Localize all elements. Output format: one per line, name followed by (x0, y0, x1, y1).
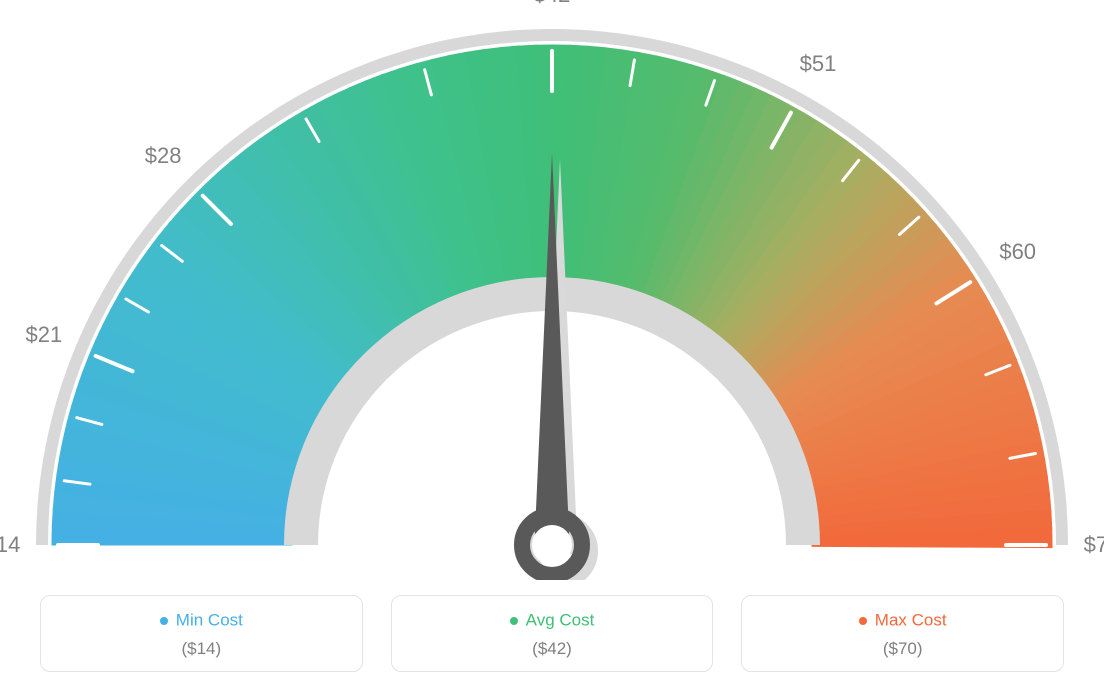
cost-gauge-widget: $14 $21 $28 $42 $51 $60 $70 Min Cost ($14) Avg… (0, 0, 1104, 690)
gauge-tick-label: $21 (26, 322, 63, 348)
legend-title-min: Min Cost (51, 610, 352, 631)
legend-label-max: Max Cost (875, 611, 947, 630)
gauge-tick-label: $70 (1084, 532, 1104, 558)
legend-dot-max (859, 617, 867, 625)
gauge-svg (0, 0, 1104, 580)
legend-row: Min Cost ($14) Avg Cost ($42) Max Cost (… (40, 595, 1064, 672)
legend-card-max: Max Cost ($70) (741, 595, 1064, 672)
legend-value-min: ($14) (51, 639, 352, 659)
legend-dot-min (160, 617, 168, 625)
gauge-tick-label: $51 (800, 51, 837, 77)
legend-label-min: Min Cost (176, 611, 243, 630)
gauge-tick-label: $14 (0, 532, 20, 558)
gauge-tick-label: $60 (999, 239, 1036, 265)
legend-card-avg: Avg Cost ($42) (391, 595, 714, 672)
gauge-chart: $14 $21 $28 $42 $51 $60 $70 (0, 0, 1104, 580)
legend-value-avg: ($42) (402, 639, 703, 659)
legend-title-max: Max Cost (752, 610, 1053, 631)
legend-dot-avg (510, 617, 518, 625)
gauge-tick-label: $28 (145, 143, 182, 169)
legend-title-avg: Avg Cost (402, 610, 703, 631)
legend-label-avg: Avg Cost (526, 611, 595, 630)
legend-card-min: Min Cost ($14) (40, 595, 363, 672)
gauge-tick-label: $42 (534, 0, 571, 8)
legend-value-max: ($70) (752, 639, 1053, 659)
